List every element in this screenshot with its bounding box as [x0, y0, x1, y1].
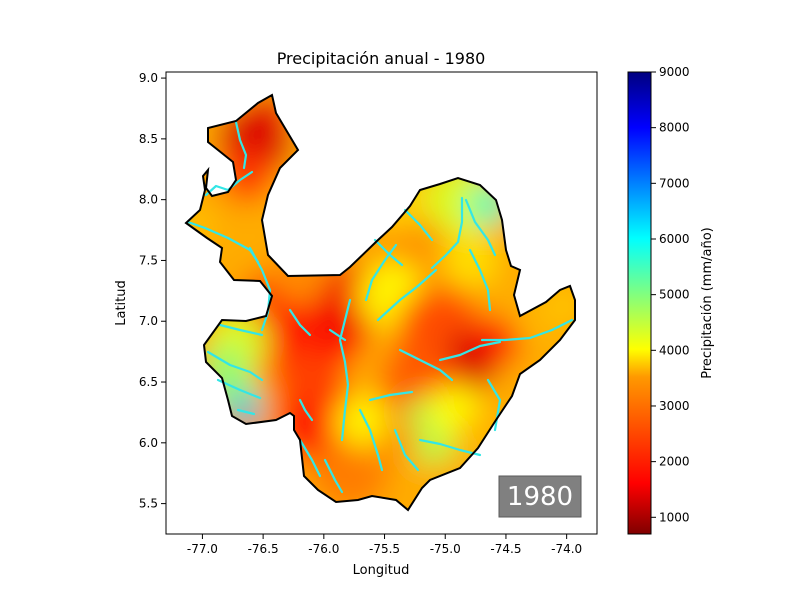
x-axis-label: Longitud: [353, 563, 410, 578]
river: [364, 243, 398, 302]
river: [373, 238, 404, 267]
colorbar: 1000 2000 3000 4000 5000 6000 7000 8000 9000 Pre…: [627, 65, 715, 535]
river: [438, 340, 502, 362]
river: [236, 408, 256, 416]
colorbar-label: Precipitación (mm/año): [700, 227, 715, 378]
y-tick-label: 8.5: [139, 132, 158, 146]
river: [323, 458, 344, 494]
river: [468, 248, 492, 312]
colorbar-ticks: 1000 2000 3000 4000 5000 6000 7000 8000 9000: [651, 65, 690, 524]
y-tick-label: 7.5: [139, 253, 158, 267]
x-tick-label: -76.5: [248, 542, 279, 556]
river: [393, 428, 420, 472]
colorbar-tick-label: 8000: [659, 121, 690, 135]
river: [234, 120, 248, 170]
x-tick-label: -75.0: [430, 542, 461, 556]
x-tick-label: -74.0: [551, 542, 582, 556]
colorbar-tick-label: 9000: [659, 65, 690, 79]
x-tick-label: -77.0: [187, 542, 218, 556]
river: [298, 398, 314, 422]
colorbar-gradient: [627, 71, 652, 535]
colorbar-tick-label: 2000: [659, 455, 690, 469]
river: [218, 323, 264, 337]
y-axis-ticks: 5.5 6.0 6.5 7.0 7.5 8.0 8.5 9.0: [139, 71, 166, 511]
river: [288, 308, 312, 337]
colorbar-tick-label: 7000: [659, 176, 690, 190]
colorbar-tick-label: 1000: [659, 510, 690, 524]
river: [464, 198, 497, 257]
colorbar-tick-label: 6000: [659, 232, 690, 246]
year-badge-text: 1980: [507, 482, 573, 512]
river: [480, 318, 574, 342]
river: [376, 268, 438, 322]
year-badge: 1980: [498, 475, 582, 518]
colorbar-tick-label: 4000: [659, 343, 690, 357]
x-axis-ticks: -77.0 -76.5 -76.0 -75.5 -75.0 -74.5 -74.0: [187, 534, 582, 556]
y-tick-label: 6.5: [139, 375, 158, 389]
y-tick-label: 8.0: [139, 193, 158, 207]
river: [338, 298, 352, 442]
y-tick-label: 5.5: [139, 497, 158, 511]
map-title: Precipitación anual - 1980: [277, 49, 486, 68]
river: [206, 350, 264, 382]
river: [204, 170, 254, 197]
y-axis-label: Latitud: [114, 280, 129, 326]
river: [398, 348, 454, 382]
region-border: [184, 93, 576, 512]
river: [358, 408, 384, 472]
x-tick-label: -74.5: [490, 542, 521, 556]
y-tick-label: 6.0: [139, 436, 158, 450]
y-tick-label: 7.0: [139, 314, 158, 328]
river: [328, 328, 347, 342]
x-tick-label: -75.5: [369, 542, 400, 556]
river: [248, 246, 272, 332]
river: [403, 208, 434, 242]
rivers-layer: [186, 120, 574, 494]
river: [430, 196, 464, 270]
river: [298, 438, 322, 478]
y-tick-label: 9.0: [139, 71, 158, 85]
colorbar-tick-label: 5000: [659, 288, 690, 302]
river: [418, 438, 482, 457]
x-tick-label: -76.0: [308, 542, 339, 556]
colorbar-tick-label: 3000: [659, 399, 690, 413]
river: [216, 378, 262, 400]
river: [368, 390, 414, 402]
